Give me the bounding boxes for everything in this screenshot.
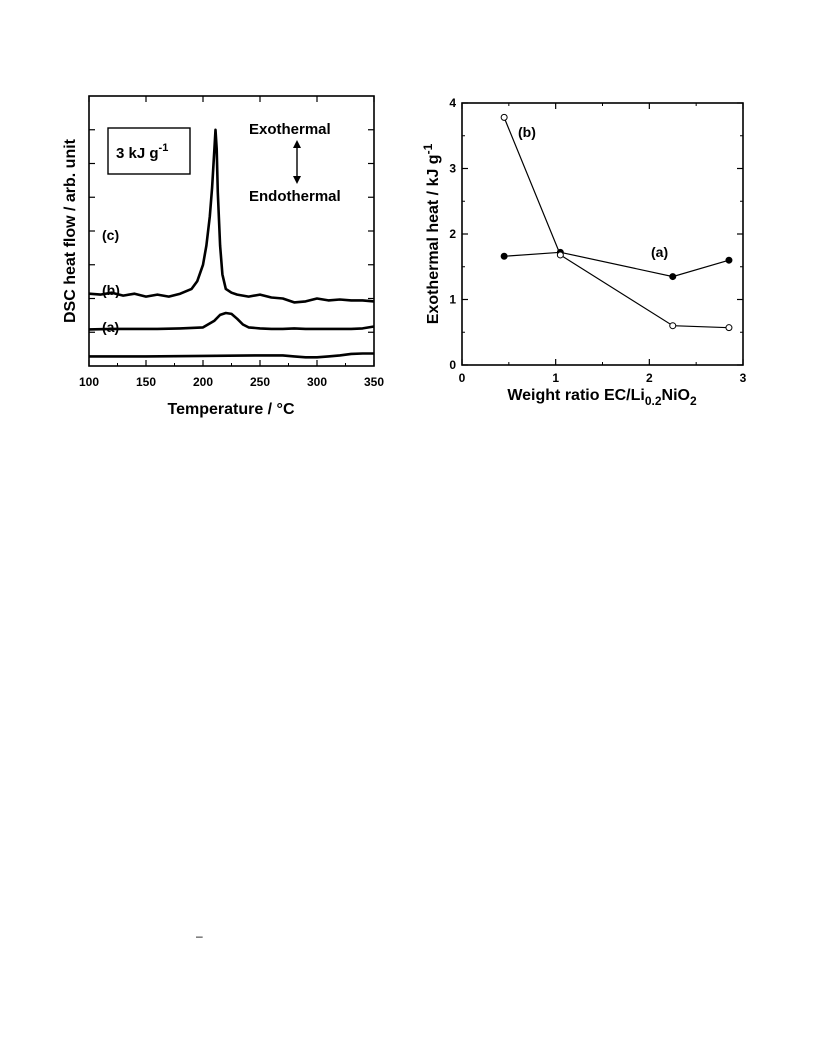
dsc-x-tick-label: 300 — [307, 375, 327, 389]
dsc-x-axis-label: Temperature / °C — [167, 401, 294, 418]
heat-ticks — [461, 102, 744, 366]
heat-point-b — [556, 251, 564, 259]
exo-endo-arrow — [293, 140, 301, 184]
dsc-ticks — [88, 96, 375, 366]
scale-box — [107, 127, 191, 175]
dsc-x-tick-label: 200 — [193, 375, 213, 389]
heat-point-b — [669, 322, 677, 330]
heat-point-b — [500, 113, 508, 121]
scale-box-label: 3 kJ g-1 — [116, 142, 168, 162]
heat-point-b — [725, 324, 733, 332]
heat-x-axis-label: Weight ratio EC/Li0.2NiO2 — [507, 387, 697, 408]
heat-point-a — [725, 256, 733, 264]
dsc-curve-b — [88, 311, 375, 331]
dsc-curve-c — [88, 128, 375, 304]
heat-y-tick-label: 4 — [449, 96, 456, 110]
heat-y-tick-label: 3 — [449, 162, 456, 176]
footer-mark: – — [196, 929, 203, 943]
heat-series-label-b: (b) — [518, 124, 536, 140]
heat-y-axis-label: Exothermal heat / kJ g-1 — [421, 143, 442, 324]
exothermal-label: Exothermal — [249, 121, 331, 138]
series-label-a: (a) — [102, 319, 119, 335]
heat-series-points — [500, 113, 733, 332]
dsc-curves — [88, 128, 375, 359]
heat-line-b — [503, 117, 730, 329]
heat-plot-frame — [461, 102, 744, 366]
dsc-y-axis-label: DSC heat flow / arb. unit — [62, 138, 79, 323]
endothermal-label: Endothermal — [249, 188, 341, 205]
heat-series-lines — [503, 117, 730, 329]
heat-tick-labels: 0 1 2 3 0 1 2 3 4 — [449, 96, 746, 385]
heat-chart: 0 1 2 3 0 1 2 3 4 (b) (a) Exothermal heat / kJ g… — [421, 96, 747, 408]
heat-x-tick-label: 2 — [646, 371, 653, 385]
series-label-c: (c) — [102, 227, 119, 243]
heat-point-a — [500, 252, 508, 260]
heat-point-a — [669, 273, 677, 281]
series-label-b: (b) — [102, 282, 120, 298]
dsc-plot-frame — [88, 95, 375, 367]
dsc-x-tick-label: 350 — [364, 375, 384, 389]
heat-y-tick-label: 2 — [449, 227, 456, 241]
heat-x-tick-label: 3 — [740, 371, 747, 385]
heat-x-tick-label: 1 — [552, 371, 559, 385]
heat-y-tick-label: 1 — [449, 293, 456, 307]
heat-series-label-a: (a) — [651, 244, 668, 260]
dsc-x-tick-label: 250 — [250, 375, 270, 389]
dsc-chart: 100 150 200 250 300 350 3 kJ g-1 Exothermal E… — [62, 95, 384, 418]
dsc-x-tick-label: 150 — [136, 375, 156, 389]
heat-y-tick-label: 0 — [449, 358, 456, 372]
dsc-x-tick-label: 100 — [79, 375, 99, 389]
heat-x-tick-label: 0 — [459, 371, 466, 385]
dsc-x-tick-labels: 100 150 200 250 300 350 — [79, 375, 384, 389]
heat-line-a — [504, 251, 730, 278]
dsc-curve-a — [89, 352, 374, 359]
